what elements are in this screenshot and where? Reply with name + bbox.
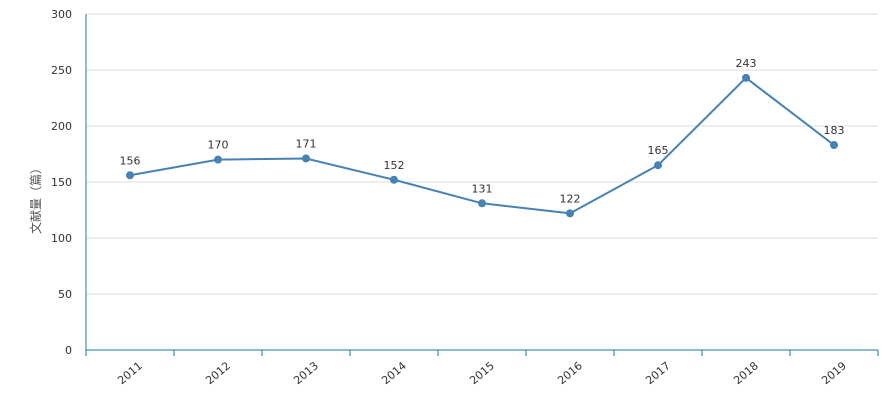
- y-tick-label-150: 150: [51, 176, 72, 189]
- data-label-2017: 165: [648, 144, 669, 157]
- data-point-2012: [214, 155, 222, 164]
- data-point-2017: [654, 161, 662, 170]
- x-tick-label-2018: 2018: [731, 359, 761, 387]
- x-tick-label-2017: 2017: [643, 359, 673, 387]
- data-label-2011: 156: [120, 154, 141, 167]
- x-tick-label-2012: 2012: [203, 359, 233, 387]
- data-label-2016: 122: [560, 192, 581, 205]
- x-tick-label-2014: 2014: [379, 359, 409, 387]
- data-point-2011: [126, 171, 134, 180]
- x-tick-label-2019: 2019: [819, 359, 849, 387]
- gridlines: [86, 13, 878, 295]
- data-point-2015: [478, 199, 486, 208]
- x-tick-label-2015: 2015: [467, 359, 497, 387]
- data-label-2015: 131: [472, 182, 493, 195]
- x-tick-label-2016: 2016: [555, 359, 585, 387]
- data-label-2013: 171: [296, 137, 317, 150]
- data-label-2014: 152: [384, 159, 405, 172]
- data-label-2012: 170: [208, 139, 229, 152]
- y-tick-label-100: 100: [51, 232, 72, 245]
- series-group: [126, 73, 838, 218]
- y-axis-label: 文献量（篇）: [28, 162, 43, 234]
- data-labels: 156 170 171 152 131 122 165 243 183: [120, 57, 845, 206]
- y-tick-label-200: 200: [51, 120, 72, 133]
- data-point-2019: [830, 141, 838, 150]
- x-axis-ticks: 2011 2012 2013 2014 2015 2016 2017 2018 2019: [85, 350, 879, 387]
- x-tick-label-2011: 2011: [115, 359, 145, 387]
- y-tick-label-250: 250: [51, 64, 72, 77]
- axes: [85, 14, 878, 351]
- y-tick-label-0: 0: [65, 344, 72, 357]
- data-point-2016: [566, 209, 574, 218]
- data-label-2018: 243: [736, 57, 757, 70]
- x-tick-label-2013: 2013: [291, 359, 321, 387]
- y-axis-ticks: 0 50 100 150 200 250 300: [51, 8, 72, 357]
- data-point-2013: [302, 154, 310, 163]
- y-tick-label-50: 50: [58, 288, 72, 301]
- data-point-2018: [742, 73, 750, 82]
- y-tick-label-300: 300: [51, 8, 72, 21]
- data-label-2019: 183: [824, 124, 845, 137]
- data-point-2014: [390, 175, 398, 184]
